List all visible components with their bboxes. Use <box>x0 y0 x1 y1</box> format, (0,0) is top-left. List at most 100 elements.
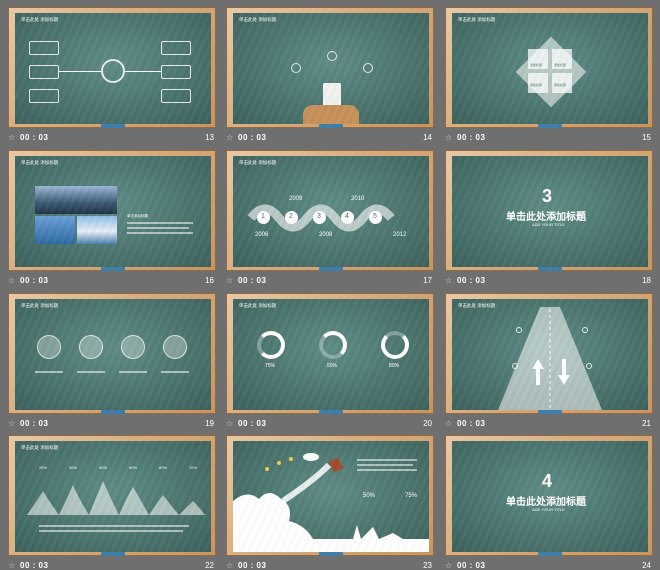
chalkboard: 3 单击此处添加标题 ADD YOUR TITLE <box>452 156 648 267</box>
slide-meta: ☆ 00 : 03 16 <box>8 274 216 288</box>
star-icon[interactable]: ☆ <box>226 419 234 428</box>
star-icon[interactable]: ☆ <box>445 276 453 285</box>
star-icon[interactable]: ☆ <box>226 561 234 570</box>
chalkboard: 单击此处 添加标题 <box>15 13 211 124</box>
slide-thumbnail-21[interactable]: 单击此处 添加标题 ☆ 00 : 03 21 <box>445 293 653 436</box>
slide-meta: ☆ 00 : 03 15 <box>445 131 653 145</box>
slide-meta: ☆ 00 : 03 13 <box>8 131 216 145</box>
slide-frame: 单击此处 添加标题 <box>445 293 653 414</box>
eraser <box>538 410 562 414</box>
slide-frame: 3 单击此处添加标题 ADD YOUR TITLE <box>445 150 653 271</box>
year-label: 2010 <box>351 196 365 202</box>
slide-thumbnail-13[interactable]: 单击此处 添加标题 ☆ 00 : 03 13 <box>8 7 216 150</box>
slide-thumbnail-15[interactable]: 单击此处 添加标题 添加标题 添加标题 添加标题 添加标题 ☆ 00 : 03 … <box>445 7 653 150</box>
pin-icon <box>582 327 588 333</box>
info-box <box>29 65 59 79</box>
slide-header: 单击此处 添加标题 <box>458 17 496 22</box>
app-icon <box>363 63 373 73</box>
progress-ring <box>319 331 347 359</box>
info-box <box>29 41 59 55</box>
transition-time: 00 : 03 <box>20 419 49 428</box>
slide-number: 23 <box>423 561 432 570</box>
info-box <box>161 65 191 79</box>
connector-line <box>125 71 161 72</box>
slide-subtitle: 单击添加标题 <box>127 214 148 218</box>
text-lines <box>127 232 193 234</box>
section-number: 3 <box>542 186 553 206</box>
star-icon[interactable]: ☆ <box>8 276 16 285</box>
slide-meta: ☆ 00 : 03 21 <box>445 417 653 431</box>
transition-time: 00 : 03 <box>20 561 49 570</box>
section-subtitle: ADD YOUR TITLE <box>532 507 565 512</box>
slide-number: 24 <box>642 561 651 570</box>
slide-thumbnail-16[interactable]: 单击此处 添加标题 单击添加标题 ☆ 00 : 03 16 <box>8 150 216 293</box>
text-lines <box>119 371 147 373</box>
star-icon[interactable]: ☆ <box>445 133 453 142</box>
transition-time: 00 : 03 <box>238 133 267 142</box>
slide-frame: 单击此处 添加标题 <box>226 7 434 128</box>
year-label: 2006 <box>255 232 269 238</box>
slide-thumbnail-14[interactable]: 单击此处 添加标题 ☆ 00 : 03 14 <box>226 7 434 150</box>
slide-meta: ☆ 00 : 03 14 <box>226 131 434 145</box>
lightbulb-icon <box>101 59 125 83</box>
transition-time: 00 : 03 <box>20 276 49 285</box>
chalkboard: 4 单击此处添加标题 ADD YOUR TITLE <box>452 441 648 552</box>
text-lines <box>35 371 63 373</box>
photo-ocean <box>35 216 75 244</box>
chalkboard: 单击此处 添加标题 1 2 3 4 5 2006 2009 2008 2010 … <box>233 156 429 267</box>
section-title: 单击此处添加标题 <box>506 212 586 223</box>
star-icon[interactable]: ☆ <box>8 419 16 428</box>
slide-number: 20 <box>423 419 432 428</box>
section-number: 4 <box>542 471 553 491</box>
star-icon[interactable]: ☆ <box>226 276 234 285</box>
slide-meta: ☆ 00 : 03 23 <box>226 559 434 570</box>
quad-label: 添加标题 <box>554 63 567 67</box>
info-box <box>161 41 191 55</box>
slide-thumbnail-18[interactable]: 3 单击此处添加标题 ADD YOUR TITLE ☆ 00 : 03 18 <box>445 150 653 293</box>
text-lines <box>39 525 189 527</box>
slide-frame: 单击此处 添加标题 75% 50% 80% <box>226 293 434 414</box>
slide-meta: ☆ 00 : 03 17 <box>226 274 434 288</box>
diamond-shape <box>515 36 587 108</box>
slide-header: 单击此处 添加标题 <box>21 160 59 165</box>
star-icon[interactable]: ☆ <box>445 561 453 570</box>
quad-label: 添加标题 <box>530 83 543 87</box>
slide-thumbnail-24[interactable]: 4 单击此处添加标题 ADD YOUR TITLE ☆ 00 : 03 24 <box>445 435 653 570</box>
chalkboard: 单击此处 添加标题 <box>15 299 211 410</box>
mountain-chart <box>27 481 205 515</box>
transition-time: 00 : 03 <box>238 561 267 570</box>
slide-number: 15 <box>642 133 651 142</box>
slide-thumbnail-19[interactable]: 单击此处 添加标题 ☆ 00 : 03 19 <box>8 293 216 436</box>
slide-header: 单击此处 添加标题 <box>239 160 277 165</box>
star-icon[interactable]: ☆ <box>8 133 16 142</box>
slide-thumbnail-20[interactable]: 单击此处 添加标题 75% 50% 80% ☆ 00 : 03 20 <box>226 293 434 436</box>
unlock-icon <box>79 335 103 359</box>
percent-label: 50% <box>363 493 376 499</box>
slide-number: 16 <box>205 276 214 285</box>
slide-thumbnail-23[interactable]: 50% 75% ☆ 00 : 03 23 <box>226 435 434 570</box>
text-lines <box>127 222 193 224</box>
chalkboard: 单击此处 添加标题 75% 50% 80% <box>233 299 429 410</box>
slide-number: 14 <box>423 133 432 142</box>
year-label: 2008 <box>319 232 333 238</box>
slide-meta: ☆ 00 : 03 24 <box>445 559 653 570</box>
slide-meta: ☆ 00 : 03 22 <box>8 559 216 570</box>
text-lines <box>357 469 417 471</box>
slide-frame: 单击此处 添加标题 添加标题 添加标题 添加标题 添加标题 <box>445 7 653 128</box>
star-icon[interactable]: ☆ <box>8 561 16 570</box>
chalkboard: 50% 75% <box>233 441 429 552</box>
eraser <box>319 552 343 556</box>
percent-label: 40% <box>99 465 108 470</box>
step-number: 3 <box>317 213 321 220</box>
slide-thumbnail-22[interactable]: 单击此处 添加标题 20% 30% 40% 50% 60% 70% ☆ 00 :… <box>8 435 216 570</box>
slide-frame: 4 单击此处添加标题 ADD YOUR TITLE <box>445 435 653 556</box>
slide-thumbnail-17[interactable]: 单击此处 添加标题 1 2 3 4 5 2006 2009 2008 2010 … <box>226 150 434 293</box>
star-icon[interactable]: ☆ <box>445 419 453 428</box>
slide-header: 单击此处 添加标题 <box>239 303 277 308</box>
star-icon[interactable]: ☆ <box>226 133 234 142</box>
hands-illustration <box>303 105 359 124</box>
photo-landscape <box>35 186 117 214</box>
eraser <box>319 124 343 128</box>
slide-header: 单击此处 添加标题 <box>21 445 59 450</box>
step-number: 4 <box>345 213 349 220</box>
